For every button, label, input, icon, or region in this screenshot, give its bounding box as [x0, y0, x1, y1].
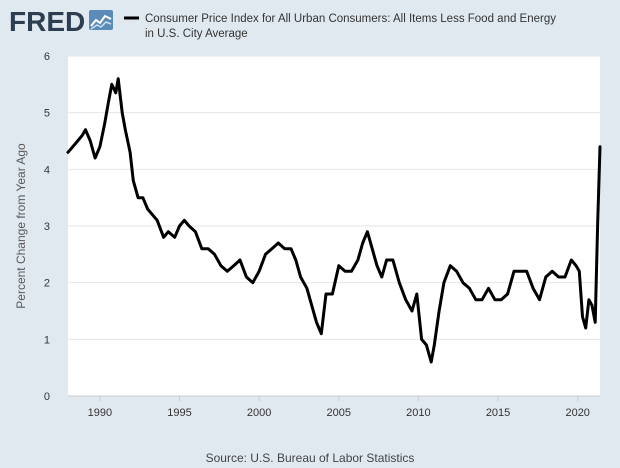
grid-lines [68, 55, 600, 340]
legend-label-line2: in U.S. City Average [145, 28, 248, 40]
fred-logo[interactable]: FRED [9, 6, 113, 37]
legend: Consumer Price Index for All Urban Consu… [124, 13, 556, 40]
source-note: Source: U.S. Bureau of Labor Statistics [206, 451, 415, 465]
x-tick-label: 1995 [167, 407, 191, 419]
series-line[interactable] [66, 77, 602, 364]
x-tick-label: 2015 [486, 407, 510, 419]
x-tick-label: 1990 [88, 407, 112, 419]
x-tick-label: 2010 [406, 407, 430, 419]
y-tick-label: 4 [44, 164, 50, 176]
fred-chart-icon [89, 10, 113, 30]
y-axis-label: Percent Change from Year Ago [14, 143, 28, 309]
y-tick-label: 6 [44, 51, 50, 63]
y-tick-label: 5 [44, 108, 50, 120]
fred-logo-text: FRED [9, 6, 85, 37]
y-tick-label: 3 [44, 221, 50, 233]
x-tick-label: 2005 [327, 407, 351, 419]
x-tick-label: 2020 [565, 407, 589, 419]
y-axis: 0 1 2 3 4 5 6 [44, 51, 50, 403]
x-axis: 1990 1995 2000 2005 2010 2015 2020 [68, 395, 600, 419]
y-tick-label: 2 [44, 278, 50, 290]
series-layer [66, 77, 602, 364]
legend-label-line1: Consumer Price Index for All Urban Consu… [145, 13, 556, 25]
x-tick-label: 2000 [247, 407, 271, 419]
y-tick-label: 1 [44, 334, 50, 346]
y-tick-label: 0 [44, 391, 50, 403]
